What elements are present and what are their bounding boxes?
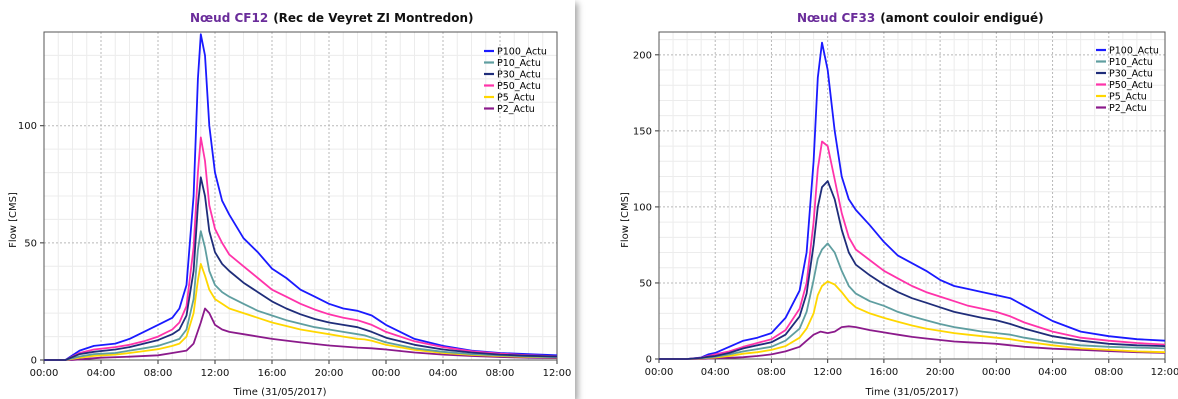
legend-label: P30_Actu — [1109, 69, 1153, 80]
flow-chart-cf12: Nœud CF12 (Rec de Veyret ZI Montredon) Ti… — [8, 11, 572, 398]
y-tick-label: 0 — [31, 356, 37, 367]
chart-title: Nœud CF12 (Rec de Veyret ZI Montredon) — [190, 11, 474, 25]
legend-label: P5_Actu — [1109, 92, 1147, 103]
x-tick-label: 00:00 — [645, 367, 674, 378]
chart-title: Nœud CF33 (amont couloir endigué) — [797, 11, 1044, 25]
x-tick-label: 12:00 — [1151, 367, 1178, 378]
y-tick-label: 0 — [646, 355, 652, 366]
x-tick-label: 16:00 — [869, 367, 898, 378]
legend-label: P2_Actu — [1109, 103, 1147, 114]
series-line-p5-actu — [44, 262, 558, 361]
x-tick-label: 00:00 — [372, 368, 401, 379]
chart-panel-cf33: Nœud CF33 (amont couloir endigué) Time (3… — [602, 0, 1178, 399]
legend-label: P50_Actu — [497, 81, 541, 92]
legend: P100_ActuP10_ActuP30_ActuP50_ActuP5_Actu… — [484, 47, 547, 115]
x-tick-label: 04:00 — [429, 368, 458, 379]
legend-label: P50_Actu — [1109, 80, 1153, 91]
chart-title-rest: (amont couloir endigué) — [880, 11, 1043, 25]
x-tick-label: 12:00 — [201, 368, 230, 379]
series-line-p50-actu — [44, 136, 558, 361]
chart-title-node: Nœud CF33 — [797, 11, 875, 25]
legend-label: P2_Actu — [497, 104, 535, 115]
series-line-p30-actu — [44, 176, 558, 361]
x-axis-label: Time (31/05/2017) — [864, 387, 958, 398]
x-tick-label: 08:00 — [757, 367, 786, 378]
y-tick-label: 50 — [24, 238, 37, 249]
series-line-p10-actu — [44, 230, 558, 361]
x-tick-label: 08:00 — [486, 368, 515, 379]
chart-title-rest: (Rec de Veyret ZI Montredon) — [273, 11, 473, 25]
y-tick-label: 100 — [633, 202, 652, 213]
y-tick-label: 150 — [633, 126, 652, 137]
legend-label: P10_Actu — [1109, 57, 1153, 68]
x-tick-label: 08:00 — [144, 368, 173, 379]
legend-label: P5_Actu — [497, 93, 535, 104]
legend-label: P10_Actu — [497, 58, 541, 69]
legend: P100_ActuP10_ActuP30_ActuP50_ActuP5_Actu… — [1096, 46, 1159, 114]
y-tick-label: 100 — [18, 121, 37, 132]
plot-frame — [658, 31, 1166, 360]
series-line-p2-actu — [44, 307, 558, 361]
x-tick-label: 20:00 — [315, 368, 344, 379]
series-line-p10-actu — [659, 242, 1166, 360]
y-axis-label: Flow [CMS] — [8, 192, 19, 248]
chart-panel-cf12: Nœud CF12 (Rec de Veyret ZI Montredon) Ti… — [0, 0, 575, 399]
x-tick-label: 08:00 — [1094, 367, 1123, 378]
series-line-p100-actu — [44, 33, 558, 361]
x-tick-label: 04:00 — [87, 368, 116, 379]
x-tick-label: 16:00 — [258, 368, 287, 379]
legend-label: P100_Actu — [1109, 46, 1159, 57]
flow-chart-cf33: Nœud CF33 (amont couloir endigué) Time (3… — [620, 11, 1178, 398]
x-tick-label: 20:00 — [926, 367, 955, 378]
x-tick-label: 04:00 — [701, 367, 730, 378]
x-tick-label: 04:00 — [1038, 367, 1067, 378]
legend-label: P30_Actu — [497, 70, 541, 81]
series-line-p50-actu — [659, 140, 1166, 360]
series-line-p100-actu — [659, 41, 1166, 360]
series-line-p30-actu — [659, 180, 1166, 360]
x-tick-label: 00:00 — [30, 368, 59, 379]
series-line-p5-actu — [659, 280, 1166, 360]
x-axis-label: Time (31/05/2017) — [232, 387, 326, 398]
y-tick-label: 200 — [633, 50, 652, 61]
series-line-p2-actu — [659, 325, 1166, 360]
plot-frame — [43, 31, 558, 361]
chart-title-node: Nœud CF12 — [190, 11, 268, 25]
y-tick-label: 50 — [639, 278, 652, 289]
y-axis-label: Flow [CMS] — [620, 192, 631, 248]
x-tick-label: 00:00 — [982, 367, 1011, 378]
x-tick-label: 12:00 — [813, 367, 842, 378]
legend-label: P100_Actu — [497, 47, 547, 58]
x-tick-label: 12:00 — [543, 368, 572, 379]
